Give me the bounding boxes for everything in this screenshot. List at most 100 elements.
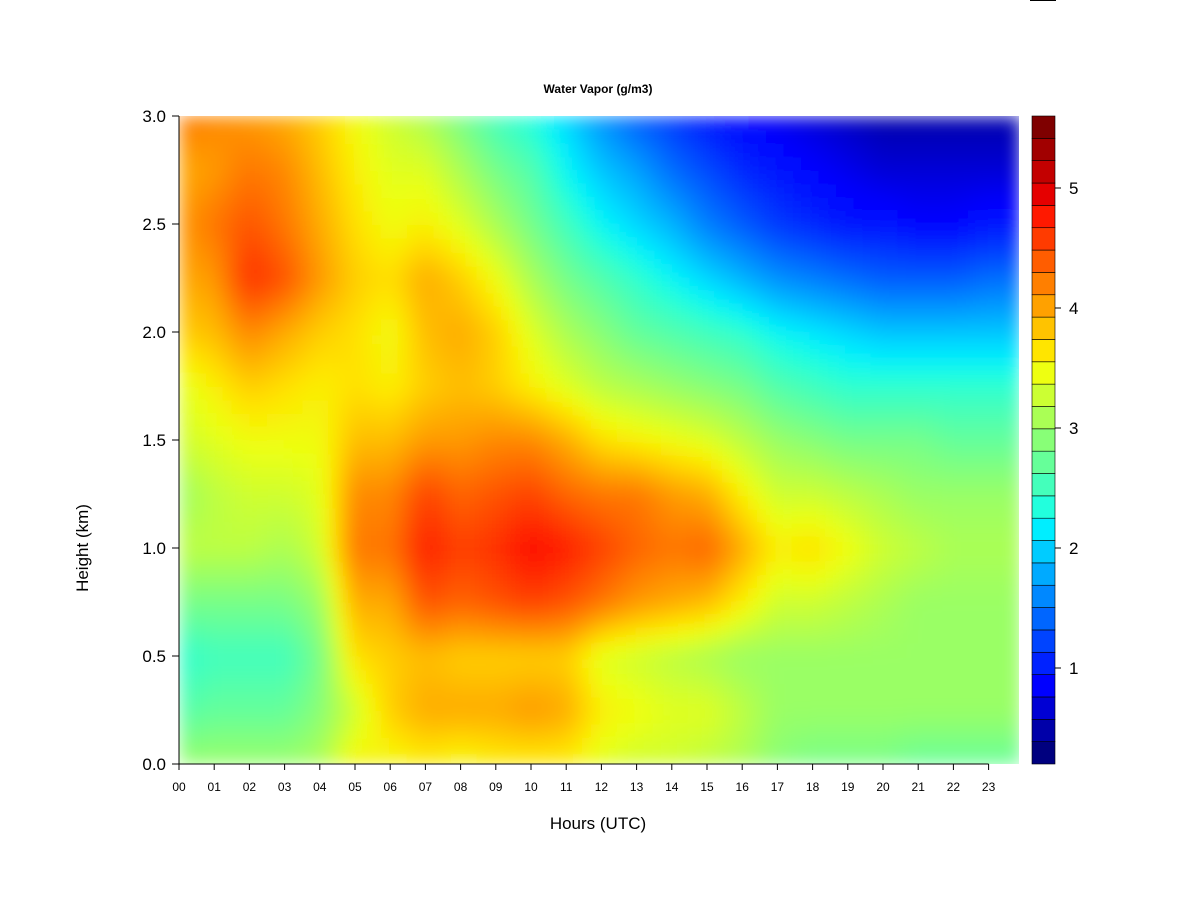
heatmap-cell (923, 386, 934, 401)
heatmap-cell (950, 669, 960, 684)
heatmap-cell (652, 615, 662, 630)
heatmap-cell (871, 156, 882, 171)
heatmap-cell (888, 197, 899, 212)
heatmap-cell (363, 669, 373, 684)
heatmap-cell (976, 129, 987, 144)
heatmap-cell (888, 710, 899, 725)
heatmap-cell (319, 615, 329, 630)
heatmap-cell (678, 629, 689, 644)
colorbar-tick-label: 2 (1069, 539, 1078, 558)
heatmap-cell (739, 224, 750, 239)
heatmap-cell (958, 170, 969, 185)
heatmap-cell (853, 210, 864, 225)
heatmap-cell (774, 156, 785, 171)
colorbar-swatch (1031, 249, 1056, 273)
heatmap-cell (450, 440, 461, 455)
heatmap-cell (363, 399, 373, 414)
heatmap-cell (555, 480, 566, 495)
heatmap-cell (336, 440, 347, 455)
heatmap-cell (608, 575, 619, 590)
heatmap-cell (292, 494, 303, 509)
heatmap-cell (345, 467, 356, 482)
heatmap-cell (880, 561, 890, 576)
heatmap-cell (354, 116, 365, 131)
heatmap-cell (441, 534, 452, 549)
heatmap-cell (292, 129, 303, 144)
heatmap-cell (757, 413, 768, 428)
heatmap-cell (625, 210, 636, 225)
heatmap-cell (371, 116, 382, 131)
heatmap-cell (485, 588, 496, 603)
heatmap-cell (818, 588, 829, 603)
heatmap-cell (363, 210, 373, 225)
heatmap-cell (757, 507, 768, 522)
heatmap-cell (380, 588, 391, 603)
heatmap-cell (205, 534, 216, 549)
heatmap-cell (678, 480, 689, 495)
heatmap-cell (783, 561, 794, 576)
heatmap-cell (678, 723, 689, 738)
heatmap-cell (687, 683, 698, 698)
heatmap-cell (915, 305, 925, 320)
heatmap-cell (766, 156, 776, 171)
heatmap-cell (783, 264, 794, 279)
heatmap-cell (196, 291, 207, 306)
heatmap-cell (573, 561, 584, 576)
heatmap-cell (1002, 372, 1013, 387)
heatmap-cell (862, 156, 873, 171)
heatmap-cell (257, 561, 268, 576)
heatmap-cell (976, 116, 987, 131)
heatmap-cell (827, 683, 838, 698)
heatmap-cell (398, 642, 408, 657)
heatmap-cell (415, 750, 426, 764)
heatmap-cell (818, 723, 829, 738)
heatmap-cell (555, 156, 566, 171)
heatmap-cell (398, 656, 408, 671)
heatmap-cell (1011, 156, 1019, 171)
heatmap-cell (266, 345, 277, 360)
heatmap-cell (958, 386, 969, 401)
heatmap-cell (398, 440, 408, 455)
heatmap-cell (748, 656, 759, 671)
heatmap-cell (871, 237, 882, 252)
heatmap-cell (319, 372, 329, 387)
heatmap-cell (433, 588, 443, 603)
heatmap-cell (696, 318, 706, 333)
heatmap-cell (214, 656, 224, 671)
heatmap-cell (187, 737, 198, 752)
heatmap-cell (783, 521, 794, 536)
heatmap-cell (932, 669, 943, 684)
heatmap-cell (441, 453, 452, 468)
heatmap-cell (827, 251, 838, 266)
heatmap-cell (836, 615, 847, 630)
heatmap-cell (897, 440, 908, 455)
heatmap-cell (722, 170, 733, 185)
heatmap-cell (722, 507, 733, 522)
heatmap-cell (196, 197, 207, 212)
heatmap-cell (687, 143, 698, 158)
heatmap-cell (459, 642, 470, 657)
heatmap-cell (766, 183, 776, 198)
heatmap-cell (179, 116, 189, 131)
heatmap-cell (932, 710, 943, 725)
heatmap-cell (415, 534, 426, 549)
heatmap-cell (292, 332, 303, 347)
heatmap-cell (766, 588, 776, 603)
heatmap-cell (468, 683, 478, 698)
heatmap-cell (809, 386, 820, 401)
heatmap-cell (634, 669, 645, 684)
heatmap-cell (292, 521, 303, 536)
heatmap-cell (739, 345, 750, 360)
heatmap-cell (906, 575, 917, 590)
heatmap-cell (538, 170, 549, 185)
heatmap-cell (827, 467, 838, 482)
heatmap-cell (564, 224, 575, 239)
heatmap-cell (853, 642, 864, 657)
heatmap-cell (809, 710, 820, 725)
heatmap-cell (512, 602, 522, 617)
heatmap-cell (976, 143, 987, 158)
heatmap-cell (205, 480, 216, 495)
heatmap-cell (739, 750, 750, 764)
heatmap-cell (634, 737, 645, 752)
heatmap-cell (897, 386, 908, 401)
